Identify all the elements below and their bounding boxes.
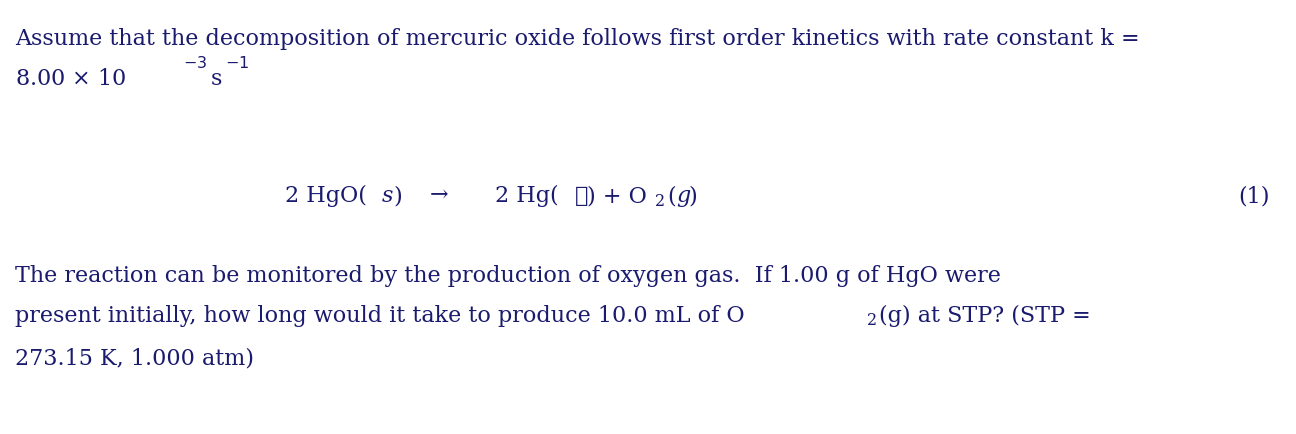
Text: (g) at STP? (STP =: (g) at STP? (STP = bbox=[879, 305, 1091, 327]
Text: ): ) bbox=[393, 185, 402, 207]
Text: 2: 2 bbox=[867, 312, 877, 329]
Text: $-1$: $-1$ bbox=[226, 55, 249, 72]
Text: ℓ: ℓ bbox=[575, 185, 588, 207]
Text: 2 HgO(: 2 HgO( bbox=[285, 185, 367, 207]
Text: ) + O: ) + O bbox=[587, 185, 647, 207]
Text: 8.00 $\mathdefault{\times}$ 10: 8.00 $\mathdefault{\times}$ 10 bbox=[16, 68, 126, 90]
Text: g: g bbox=[677, 185, 691, 207]
Text: The reaction can be monitored by the production of oxygen gas.  If 1.00 g of HgO: The reaction can be monitored by the pro… bbox=[16, 265, 1001, 287]
Text: s: s bbox=[211, 68, 223, 90]
Text: (1): (1) bbox=[1239, 185, 1270, 207]
Text: Assume that the decomposition of mercuric oxide follows first order kinetics wit: Assume that the decomposition of mercuri… bbox=[16, 28, 1139, 50]
Text: present initially, how long would it take to produce 10.0 mL of O: present initially, how long would it tak… bbox=[16, 305, 745, 327]
Text: ): ) bbox=[688, 185, 697, 207]
Text: $-3$: $-3$ bbox=[183, 55, 207, 72]
Text: 2 Hg(: 2 Hg( bbox=[495, 185, 559, 207]
Text: 273.15 K, 1.000 atm): 273.15 K, 1.000 atm) bbox=[16, 348, 254, 370]
Text: s: s bbox=[382, 185, 394, 207]
Text: →: → bbox=[430, 185, 448, 207]
Text: 2: 2 bbox=[654, 193, 665, 210]
Text: (: ( bbox=[667, 185, 675, 207]
